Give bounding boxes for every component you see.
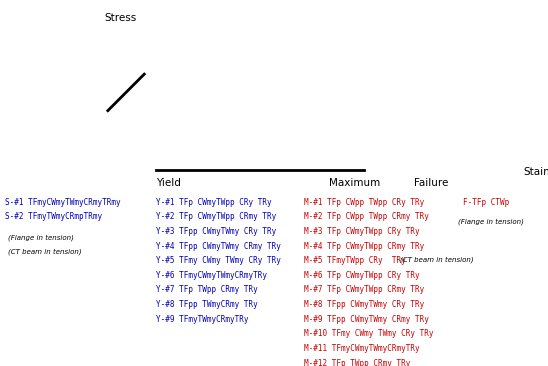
Text: Y-#1 TFp CWmyTWpp CRy TRy: Y-#1 TFp CWmyTWpp CRy TRy [156,198,272,207]
Text: Stress: Stress [104,13,136,23]
Text: (CT beam in tension): (CT beam in tension) [8,249,82,255]
Text: M-#8 TFpp CWmyTWmy CRy TRy: M-#8 TFpp CWmyTWmy CRy TRy [304,300,424,309]
Text: M-#1 TFp CWpp TWpp CRy TRy: M-#1 TFp CWpp TWpp CRy TRy [304,198,424,207]
Text: M-#10 TFmy CWmy TWmy CRy TRy: M-#10 TFmy CWmy TWmy CRy TRy [304,329,433,339]
Text: Yield: Yield [156,178,181,187]
Text: S-#1 TFmyCWmyTWmyCRmyTRmy: S-#1 TFmyCWmyTWmyCRmyTRmy [5,198,121,207]
Text: M-#2 TFp CWpp TWpp CRmy TRy: M-#2 TFp CWpp TWpp CRmy TRy [304,212,429,221]
Text: M-#6 TFp CWmyTWpp CRy TRy: M-#6 TFp CWmyTWpp CRy TRy [304,271,420,280]
Text: Y-#4 TFpp CWmyTWmy CRmy TRy: Y-#4 TFpp CWmyTWmy CRmy TRy [156,242,281,251]
Text: M-#3 TFp CWmyTWpp CRy TRy: M-#3 TFp CWmyTWpp CRy TRy [304,227,420,236]
Text: M-#5 TFmyTWpp CRy  TRy: M-#5 TFmyTWpp CRy TRy [304,256,406,265]
Text: Y-#7 TFp TWpp CRmy TRy: Y-#7 TFp TWpp CRmy TRy [156,285,258,295]
Text: Y-#2 TFp CWmyTWpp CRmy TRy: Y-#2 TFp CWmyTWpp CRmy TRy [156,212,276,221]
Text: M-#4 TFp CWmyTWpp CRmy TRy: M-#4 TFp CWmyTWpp CRmy TRy [304,242,424,251]
Text: Y-#9 TFmyTWmyCRmyTRy: Y-#9 TFmyTWmyCRmyTRy [156,315,249,324]
Text: M-#9 TFpp CWmyTWmy CRmy TRy: M-#9 TFpp CWmyTWmy CRmy TRy [304,315,429,324]
Text: Maximum: Maximum [329,178,380,187]
Text: M-#11 TFmyCWmyTWmyCRmyTRy: M-#11 TFmyCWmyTWmyCRmyTRy [304,344,420,353]
Text: M-#7 TFp CWmyTWpp CRmy TRy: M-#7 TFp CWmyTWpp CRmy TRy [304,285,424,295]
Text: M-#12 TFp TWpp CRmy TRy: M-#12 TFp TWpp CRmy TRy [304,359,410,366]
Text: Y-#6 TFmyCWmyTWmyCRmyTRy: Y-#6 TFmyCWmyTWmyCRmyTRy [156,271,267,280]
Text: (CT beam in tension): (CT beam in tension) [400,256,473,263]
Text: F-TFp CTWp: F-TFp CTWp [463,198,509,207]
Text: Failure: Failure [414,178,448,187]
Text: (Flange in tension): (Flange in tension) [8,234,74,241]
Text: Y-#5 TFmy CWmy TWmy CRy TRy: Y-#5 TFmy CWmy TWmy CRy TRy [156,256,281,265]
Text: (Flange in tension): (Flange in tension) [458,218,523,225]
Text: Y-#8 TFpp TWmyCRmy TRy: Y-#8 TFpp TWmyCRmy TRy [156,300,258,309]
Text: Stain: Stain [523,167,548,177]
Text: S-#2 TFmyTWmyCRmpTRmy: S-#2 TFmyTWmyCRmpTRmy [5,212,102,221]
Text: Y-#3 TFpp CWmyTWmy CRy TRy: Y-#3 TFpp CWmyTWmy CRy TRy [156,227,276,236]
